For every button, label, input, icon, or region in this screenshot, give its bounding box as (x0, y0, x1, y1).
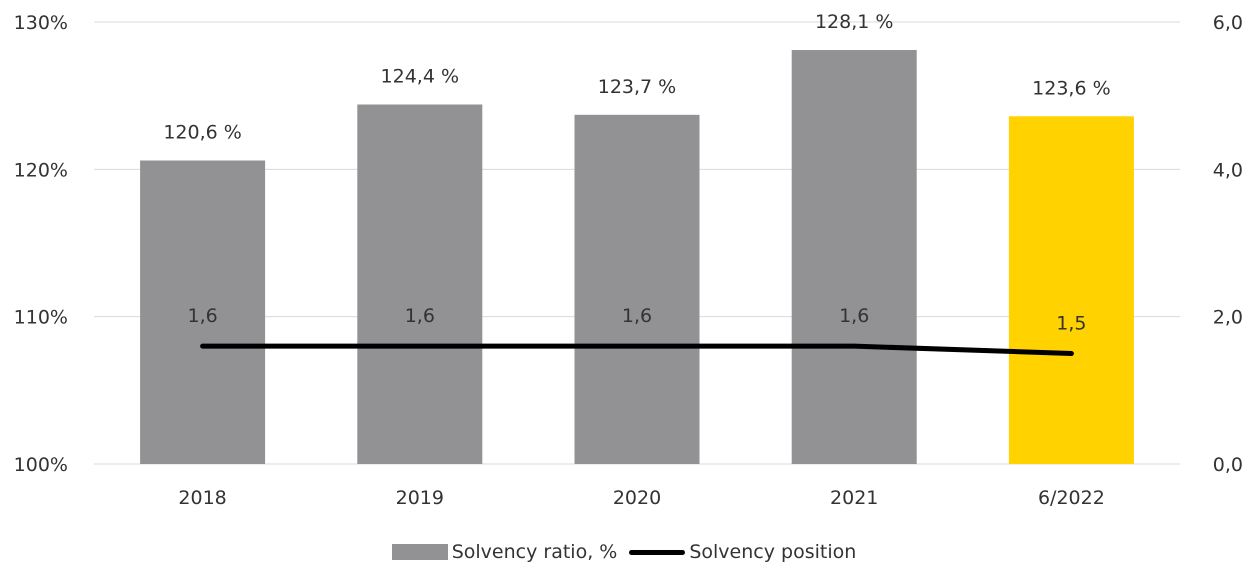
y-right-tick-label: 2,0 (1213, 307, 1243, 329)
line-data-label: 1,6 (187, 305, 217, 327)
bar-solvency-ratio (357, 104, 483, 465)
bar-solvency-ratio (1008, 116, 1134, 464)
y-left-tick-label: 120% (14, 159, 68, 181)
line-data-label: 1,5 (1056, 313, 1086, 335)
bar-solvency-ratio (140, 160, 266, 464)
legend-item-solvency-position: Solvency position (629, 541, 856, 563)
legend-swatch-line (629, 549, 686, 555)
x-tick-label: 2020 (613, 487, 661, 509)
bar-solvency-ratio (574, 114, 700, 464)
bar-data-label: 123,6 % (1032, 77, 1111, 99)
bar-data-label: 124,4 % (381, 66, 460, 88)
legend: Solvency ratio, % Solvency position (0, 541, 1248, 563)
line-data-label: 1,6 (622, 305, 652, 327)
x-tick-label: 2019 (396, 487, 444, 509)
bar-data-label: 123,7 % (598, 76, 677, 98)
bar-data-label: 128,1 % (815, 11, 894, 33)
bar-solvency-ratio (791, 49, 917, 464)
y-left-tick-label: 110% (14, 307, 68, 329)
y-right-tick-label: 6,0 (1213, 12, 1243, 34)
legend-label-solvency-position: Solvency position (689, 541, 857, 563)
legend-item-solvency-ratio: Solvency ratio, % (391, 541, 618, 563)
y-right-tick-label: 4,0 (1213, 159, 1243, 181)
y-right-tick-label: 0,0 (1213, 454, 1243, 476)
legend-label-solvency-ratio: Solvency ratio, % (451, 541, 618, 563)
legend-swatch-bar (391, 544, 448, 560)
y-left-tick-label: 100% (14, 454, 68, 476)
x-tick-label: 6/2022 (1038, 487, 1105, 509)
line-data-label: 1,6 (405, 305, 435, 327)
line-data-label: 1,6 (839, 305, 869, 327)
x-tick-label: 2021 (830, 487, 878, 509)
x-tick-label: 2018 (178, 487, 226, 509)
line-solvency-position (200, 343, 1074, 356)
y-left-tick-label: 130% (14, 12, 68, 34)
bar-data-label: 120,6 % (163, 121, 242, 143)
